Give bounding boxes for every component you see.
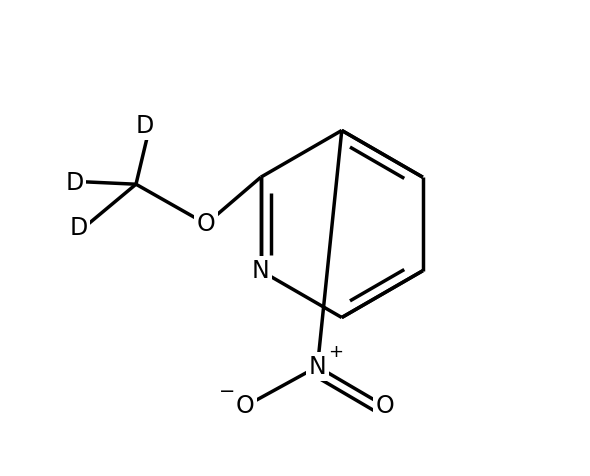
Text: N: N	[252, 259, 270, 283]
Text: D: D	[70, 216, 88, 240]
Text: +: +	[327, 343, 343, 361]
Text: N: N	[309, 355, 326, 378]
Text: O: O	[197, 212, 215, 236]
Text: O: O	[376, 394, 395, 418]
Text: −: −	[219, 382, 235, 401]
Text: D: D	[135, 114, 153, 138]
Text: O: O	[235, 394, 254, 418]
Text: D: D	[65, 171, 83, 195]
